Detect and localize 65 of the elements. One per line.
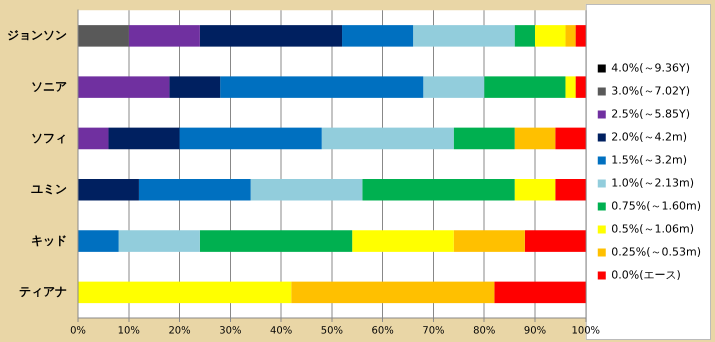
bar — [494, 282, 586, 304]
legend-label: 1.5%(～3.2m) — [611, 153, 688, 166]
y-tick-label: キッド — [31, 233, 67, 248]
bar — [78, 128, 108, 150]
bar — [118, 230, 200, 252]
x-tick-label: 70% — [422, 326, 445, 337]
y-tick-label: ティアナ — [19, 284, 67, 299]
bar — [484, 76, 566, 98]
legend-label: 4.0%(～9.36Y) — [611, 61, 690, 74]
x-tick-label: 50% — [320, 326, 343, 337]
x-tick-label: 10% — [118, 326, 140, 337]
bar — [576, 25, 586, 47]
bar — [220, 76, 424, 98]
y-tick-label: ジョンソン — [7, 28, 67, 42]
legend-label: 2.0%(～4.2m) — [611, 130, 688, 144]
bar — [200, 230, 352, 252]
legend-label: 0.25%(～0.53m) — [611, 245, 702, 258]
legend-label: 3.0%(～7.02Y) — [611, 84, 690, 98]
bar — [454, 128, 515, 150]
bar — [200, 25, 342, 47]
bar — [454, 230, 525, 252]
bar — [514, 25, 535, 47]
bar — [565, 76, 576, 98]
bar — [534, 25, 566, 47]
bar — [555, 128, 586, 150]
bar — [169, 76, 220, 98]
x-tick-label: 20% — [168, 326, 191, 337]
bar — [250, 178, 362, 201]
bar — [555, 178, 586, 201]
bar — [291, 282, 494, 304]
bar — [524, 230, 586, 252]
y-tick-label: ソフィ — [31, 130, 67, 145]
bar — [128, 25, 200, 47]
x-tick-label: 40% — [270, 326, 292, 337]
bar — [78, 25, 129, 47]
bar — [514, 128, 556, 150]
bar — [78, 230, 119, 252]
x-tick-label: 60% — [372, 326, 394, 337]
bar — [514, 178, 556, 201]
bar — [78, 282, 292, 304]
x-tick-label: 80% — [473, 326, 496, 337]
bar — [180, 128, 322, 150]
x-tick-label: 100% — [571, 326, 600, 337]
legend-label: 0.5%(～1.06m) — [611, 222, 694, 236]
legend-label: 2.5%(～5.85Y) — [611, 107, 690, 120]
bar — [413, 25, 515, 47]
bar — [565, 25, 576, 47]
legend-label: 0.0%(エース) — [611, 268, 681, 282]
bar — [423, 76, 484, 98]
x-tick-label: 0% — [70, 326, 86, 337]
bar — [78, 76, 170, 98]
bar — [362, 178, 515, 201]
x-tick-label: 30% — [219, 326, 242, 337]
x-tick-label: 90% — [524, 326, 546, 337]
bar — [78, 178, 139, 201]
legend-label: 0.75%(～1.60m) — [611, 199, 702, 212]
bar — [342, 25, 414, 47]
bar — [352, 230, 454, 252]
bar — [108, 128, 180, 150]
y-tick-label: ソニア — [31, 79, 67, 94]
legend-label: 1.0%(～2.13m) — [611, 176, 694, 190]
bar — [322, 128, 454, 150]
bar — [138, 178, 251, 201]
bar — [576, 76, 586, 98]
y-tick-label: ユミン — [31, 182, 67, 196]
